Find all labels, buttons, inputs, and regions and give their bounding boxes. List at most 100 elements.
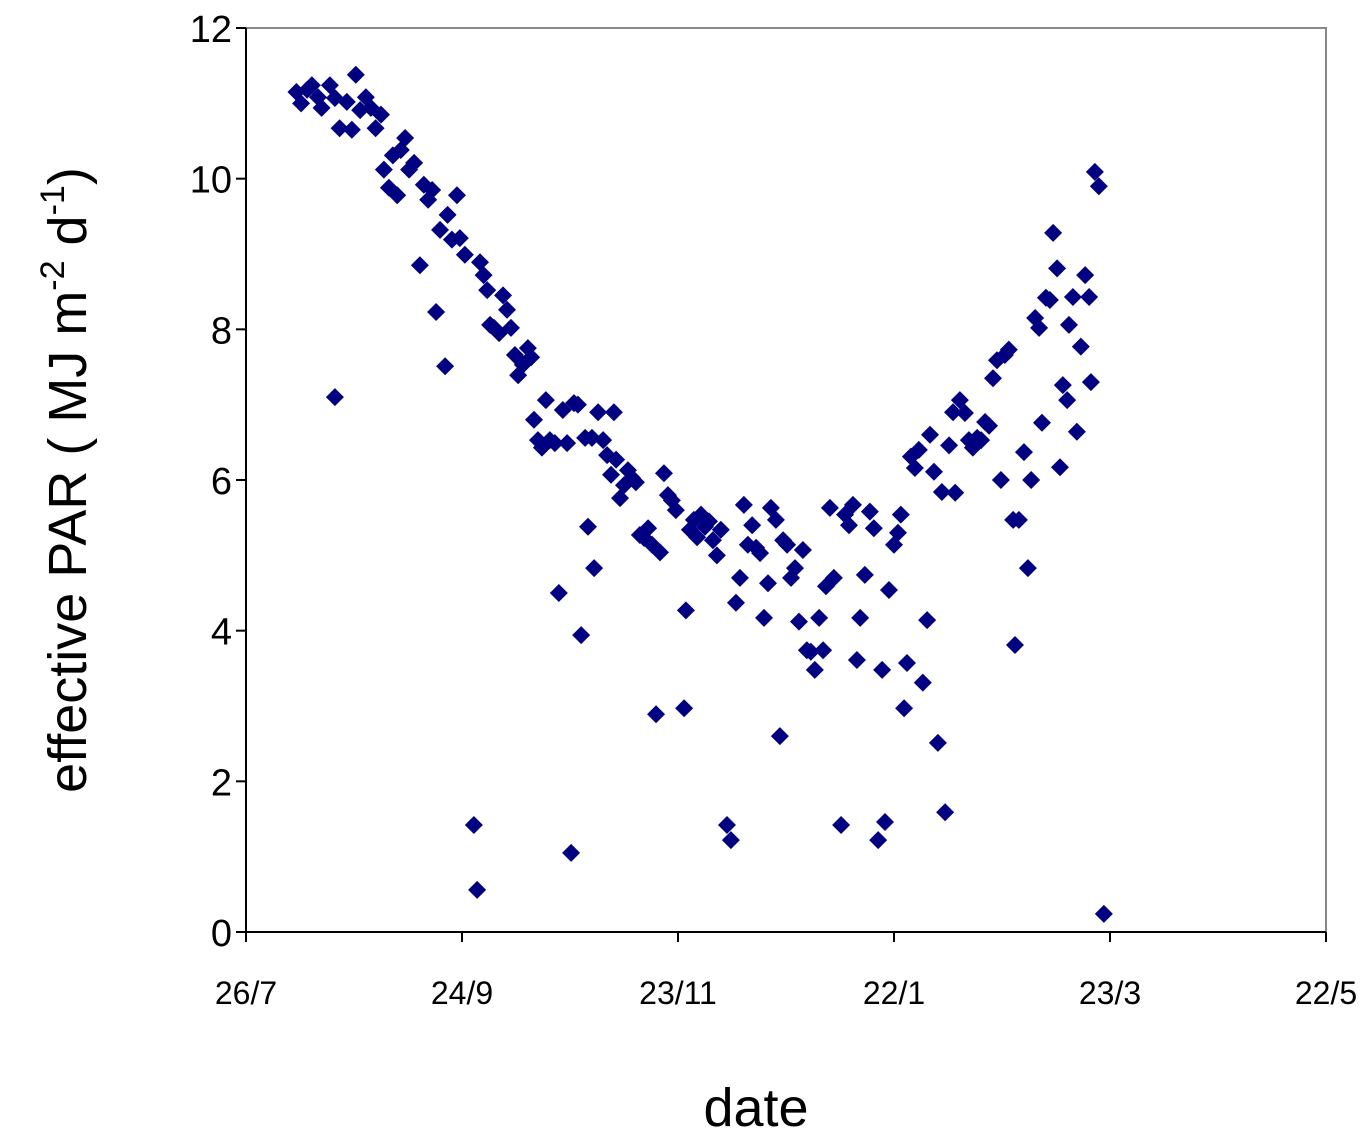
point: [940, 436, 959, 455]
point: [1076, 266, 1095, 285]
point: [474, 266, 493, 285]
point: [436, 357, 455, 376]
point: [579, 517, 597, 536]
point: [651, 543, 669, 562]
point: [1081, 373, 1100, 392]
point: [824, 568, 843, 587]
point: [337, 92, 356, 111]
y-tick-label: 8: [211, 310, 232, 352]
point: [647, 705, 666, 724]
point: [721, 831, 740, 850]
point: [302, 76, 321, 95]
point: [984, 369, 1002, 388]
point: [1009, 510, 1028, 529]
x-tick-label: 26/7: [215, 975, 277, 1011]
point: [1022, 471, 1041, 489]
point: [909, 440, 928, 459]
point: [427, 303, 446, 322]
point: [913, 673, 932, 692]
point: [1080, 287, 1099, 306]
y-label-part: effective PAR ( MJ m: [38, 291, 98, 793]
point: [1089, 177, 1108, 196]
point: [946, 483, 965, 502]
point: [786, 559, 804, 578]
point: [464, 816, 483, 835]
point: [372, 105, 390, 124]
point: [626, 473, 645, 492]
point: [864, 519, 883, 538]
point: [525, 410, 543, 429]
y-tick-label: 10: [190, 160, 232, 202]
point: [805, 660, 824, 679]
point: [558, 434, 577, 453]
point: [972, 431, 991, 450]
point: [734, 495, 753, 514]
point: [789, 612, 808, 631]
y-label-part: d: [38, 215, 98, 260]
x-tick-label: 24/9: [431, 975, 493, 1011]
point: [423, 180, 442, 199]
point: [438, 205, 457, 224]
point: [897, 654, 916, 673]
point: [860, 502, 879, 521]
point: [1014, 443, 1033, 462]
point: [562, 843, 581, 862]
point: [666, 501, 685, 520]
y-tick-label: 12: [190, 9, 232, 51]
point: [688, 528, 707, 547]
point: [999, 340, 1018, 359]
point: [589, 403, 608, 422]
point: [793, 541, 812, 560]
point: [1018, 559, 1037, 578]
point: [924, 462, 943, 481]
point: [847, 651, 866, 670]
point: [431, 220, 450, 239]
point: [312, 98, 331, 117]
point: [1085, 162, 1104, 181]
point: [820, 498, 839, 517]
point: [980, 416, 999, 435]
y-tick-label: 6: [211, 461, 232, 503]
point: [455, 245, 474, 264]
point: [755, 608, 774, 627]
point: [869, 831, 888, 850]
point: [921, 425, 939, 444]
x-tick-label: 23/11: [639, 975, 717, 1011]
point: [879, 580, 898, 599]
point: [325, 388, 344, 407]
point: [676, 601, 695, 620]
point: [707, 546, 726, 565]
point: [928, 733, 947, 752]
point: [501, 318, 520, 337]
point: [873, 660, 892, 679]
point: [545, 434, 564, 453]
point: [330, 119, 349, 138]
point: [494, 286, 513, 305]
point: [905, 458, 924, 477]
point: [717, 816, 736, 835]
point: [536, 391, 555, 410]
point: [602, 465, 621, 484]
point: [761, 498, 780, 517]
point: [801, 642, 820, 661]
point: [876, 813, 894, 832]
point: [832, 816, 851, 835]
point: [594, 431, 613, 450]
point: [1040, 290, 1059, 309]
point: [1005, 635, 1024, 654]
point: [699, 512, 718, 531]
point: [810, 608, 829, 627]
point: [447, 186, 466, 205]
point: [1053, 376, 1072, 395]
x-tick-label: 22/1: [863, 975, 925, 1011]
point: [478, 281, 497, 300]
point: [1067, 422, 1086, 441]
point: [1063, 287, 1082, 306]
point: [471, 253, 489, 272]
point: [851, 608, 870, 627]
point: [730, 568, 749, 587]
point: [703, 531, 722, 550]
point: [843, 495, 862, 514]
point: [891, 505, 910, 524]
